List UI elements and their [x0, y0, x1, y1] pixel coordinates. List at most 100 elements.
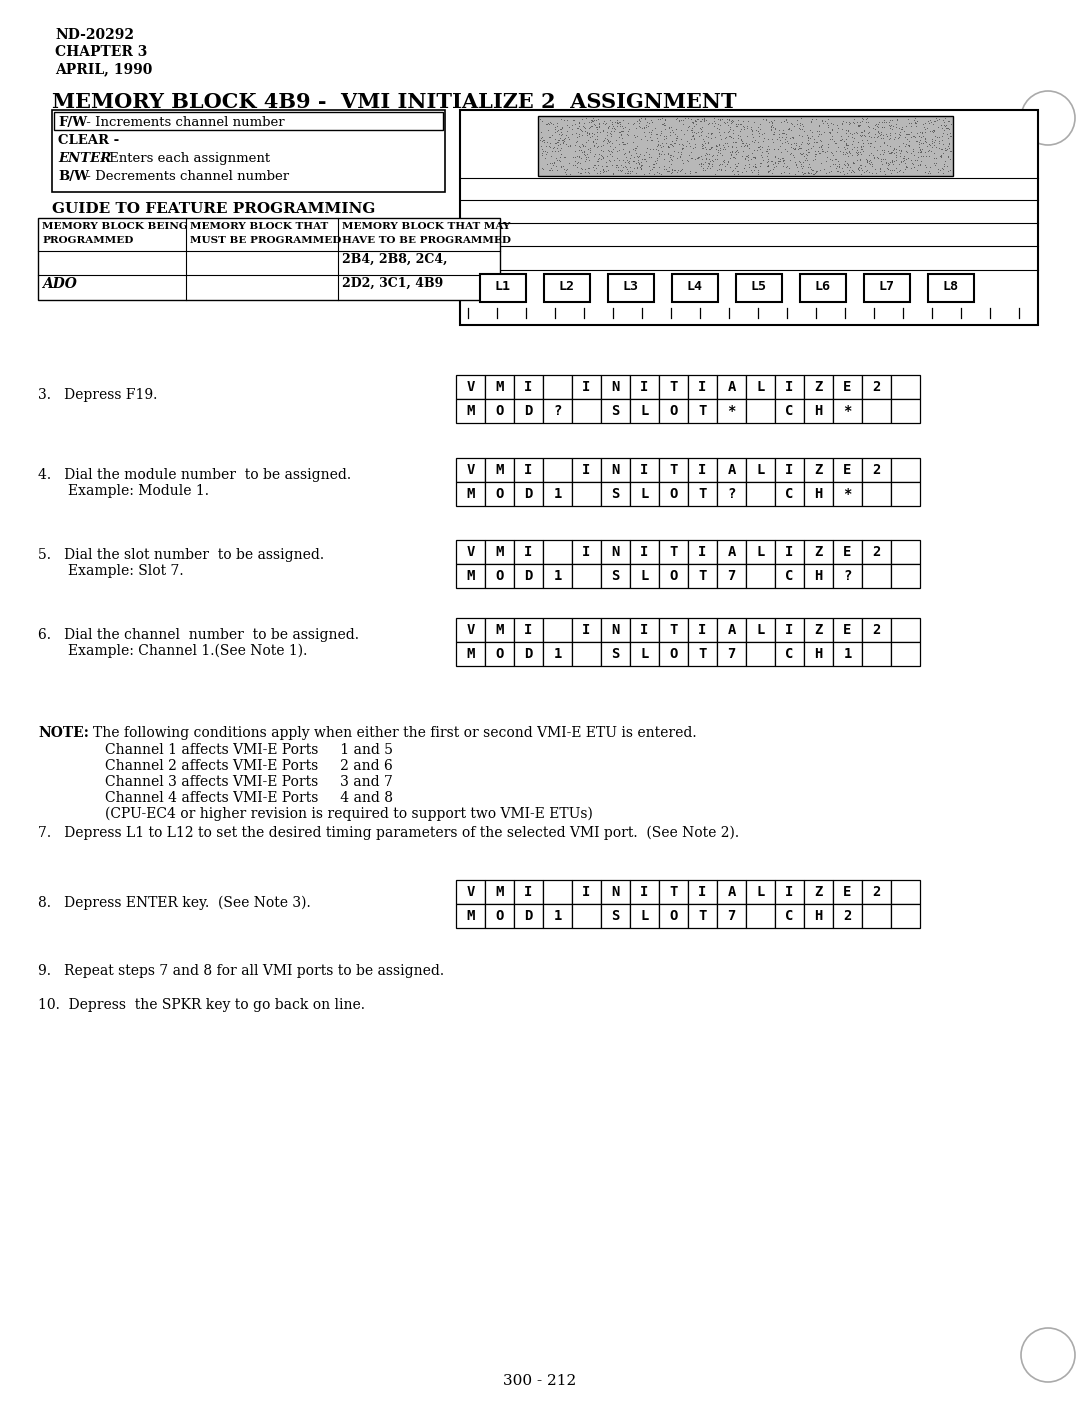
Point — [590, 148, 607, 170]
Point — [596, 113, 613, 135]
Text: O: O — [496, 404, 503, 418]
Bar — [746, 398, 775, 422]
Point — [800, 141, 818, 163]
Text: T: T — [670, 886, 677, 898]
Point — [849, 139, 866, 162]
Point — [775, 122, 793, 145]
Point — [650, 156, 667, 179]
Bar — [891, 482, 920, 505]
Point — [726, 145, 743, 168]
Point — [556, 128, 573, 151]
Point — [734, 110, 752, 132]
Point — [714, 108, 731, 131]
Point — [854, 132, 872, 155]
Point — [765, 131, 782, 153]
Point — [619, 162, 636, 184]
Point — [916, 127, 933, 149]
Bar — [746, 541, 775, 565]
Bar — [891, 904, 920, 928]
Point — [620, 141, 637, 163]
Point — [816, 141, 834, 163]
Point — [662, 134, 679, 156]
Point — [748, 138, 766, 161]
Point — [708, 144, 726, 166]
Point — [548, 111, 565, 134]
Point — [765, 115, 782, 138]
Point — [725, 121, 742, 144]
Point — [561, 115, 578, 138]
Point — [577, 120, 594, 142]
Point — [928, 110, 945, 132]
Point — [837, 141, 854, 163]
Point — [851, 153, 868, 176]
Point — [591, 146, 608, 169]
Point — [881, 151, 899, 173]
Point — [942, 159, 959, 182]
Point — [570, 110, 588, 132]
Point — [758, 138, 775, 161]
Point — [819, 108, 836, 131]
Text: ?: ? — [843, 569, 852, 583]
Point — [862, 151, 879, 173]
Point — [636, 148, 653, 170]
Point — [856, 155, 874, 177]
Point — [910, 134, 928, 156]
Point — [874, 138, 891, 161]
Point — [568, 145, 585, 168]
Point — [759, 128, 777, 151]
Point — [656, 114, 673, 137]
Point — [876, 161, 893, 183]
Point — [583, 108, 600, 131]
Text: L8: L8 — [943, 280, 959, 293]
Point — [882, 141, 900, 163]
Text: M: M — [496, 886, 503, 898]
Point — [932, 145, 949, 168]
Point — [883, 149, 901, 172]
Point — [598, 124, 616, 146]
Point — [929, 127, 946, 149]
Point — [544, 153, 562, 176]
Text: E: E — [843, 886, 852, 898]
Point — [823, 125, 840, 148]
Bar — [514, 565, 543, 589]
Point — [793, 131, 810, 153]
Bar — [630, 642, 659, 666]
Point — [909, 131, 927, 153]
Point — [579, 161, 596, 183]
Point — [935, 118, 953, 141]
Point — [548, 132, 565, 155]
Text: L: L — [756, 622, 765, 636]
Point — [885, 152, 902, 175]
Point — [907, 111, 924, 134]
Point — [548, 149, 565, 172]
Text: E: E — [843, 622, 852, 636]
Point — [738, 161, 755, 183]
Point — [928, 107, 945, 130]
Point — [701, 144, 718, 166]
Point — [698, 138, 715, 161]
Point — [909, 153, 927, 176]
Point — [822, 161, 839, 183]
Point — [666, 122, 684, 145]
Point — [718, 111, 735, 134]
Point — [617, 155, 634, 177]
Point — [594, 148, 611, 170]
Point — [576, 158, 593, 180]
Point — [759, 148, 777, 170]
Bar — [659, 642, 688, 666]
Point — [914, 121, 931, 144]
Point — [862, 131, 879, 153]
Text: N: N — [611, 886, 620, 898]
Point — [746, 146, 764, 169]
Point — [586, 108, 604, 131]
Point — [786, 132, 804, 155]
Point — [850, 141, 867, 163]
Point — [774, 149, 792, 172]
Point — [877, 122, 894, 145]
Point — [625, 113, 643, 135]
Point — [684, 146, 701, 169]
Point — [820, 135, 837, 158]
Point — [804, 125, 821, 148]
Point — [708, 159, 726, 182]
Point — [875, 139, 892, 162]
